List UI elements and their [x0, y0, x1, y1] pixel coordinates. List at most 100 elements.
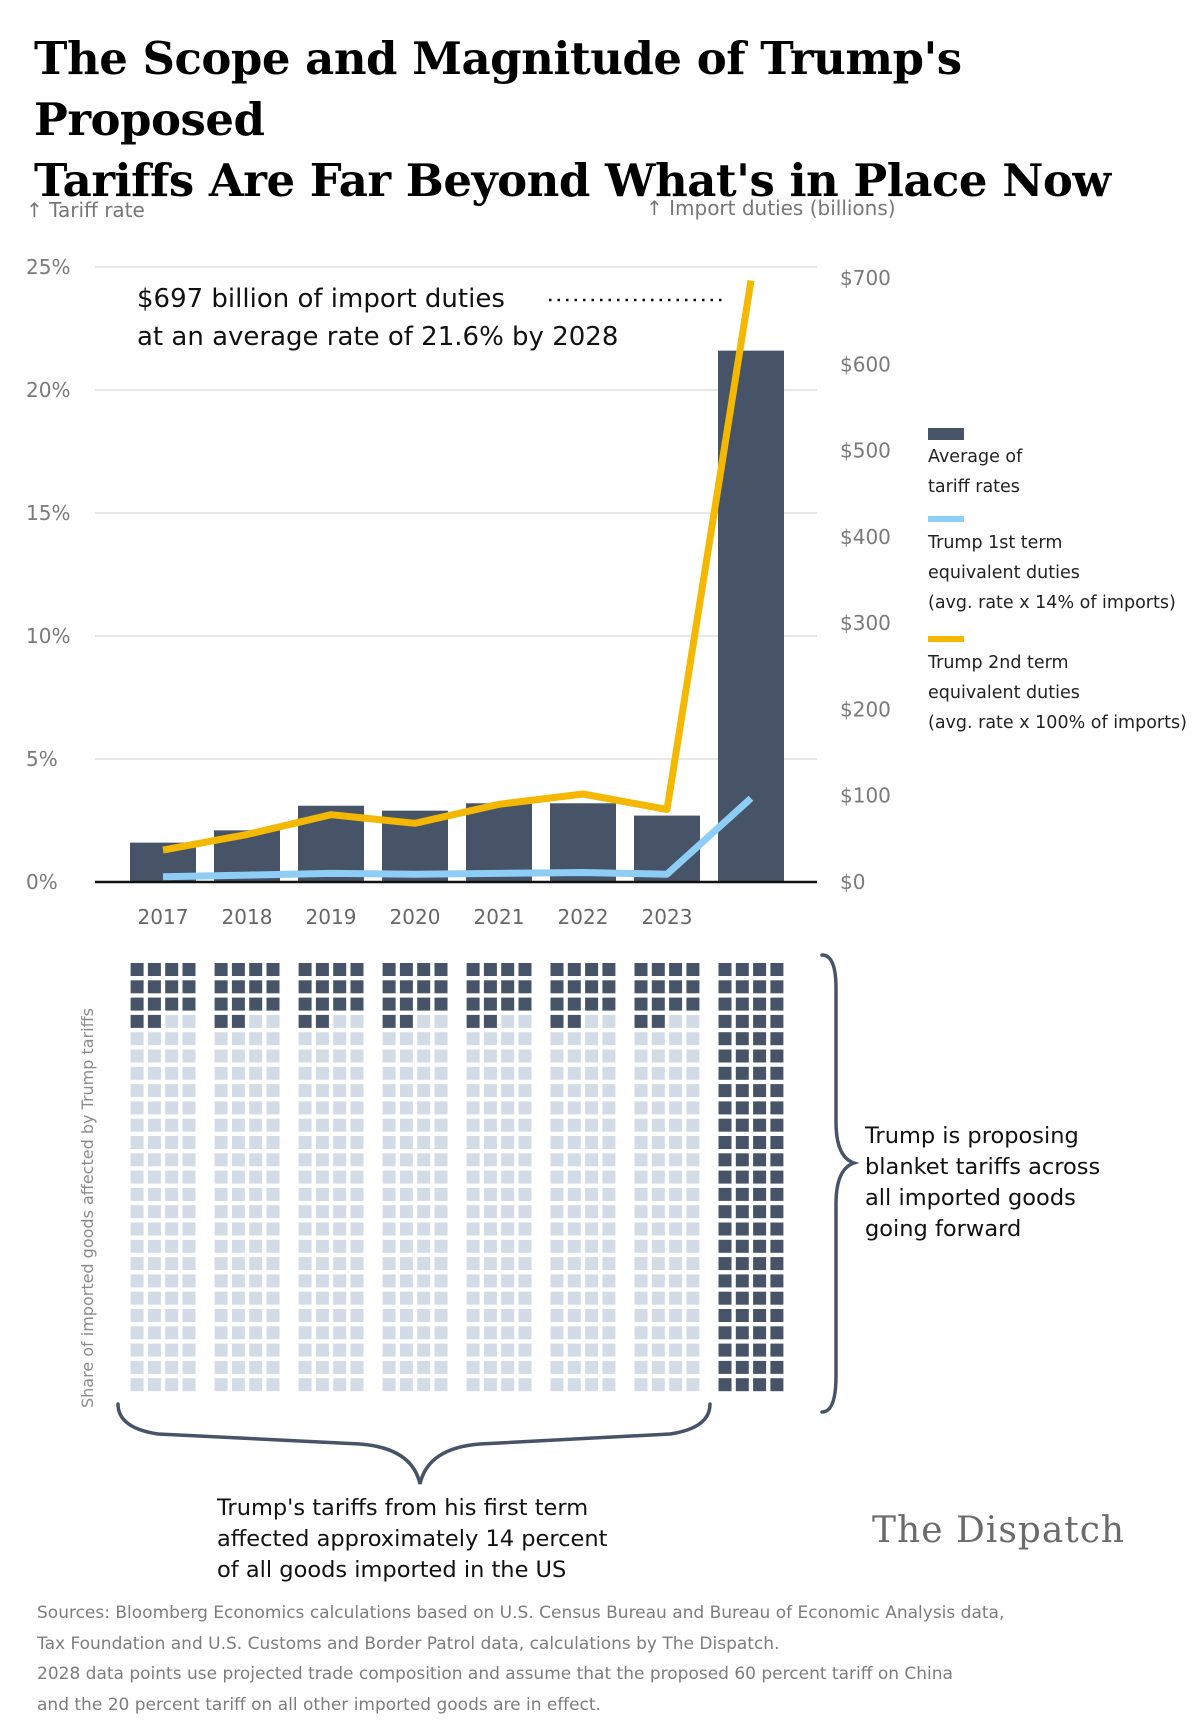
waffle-cell-empty — [382, 1343, 396, 1357]
waffle-cell-empty — [550, 1360, 564, 1374]
waffle-cell-filled — [718, 1257, 732, 1271]
waffle-cell-empty — [147, 1378, 161, 1392]
waffle-cell-empty — [651, 1066, 665, 1080]
waffle-cell-empty — [602, 1274, 616, 1288]
waffle-cell-empty — [249, 1309, 263, 1322]
waffle-cell-empty — [182, 1291, 196, 1305]
waffle-cell-empty — [669, 1378, 683, 1392]
waffle-cell-empty — [567, 1291, 581, 1305]
waffle-cell-empty — [585, 1187, 599, 1201]
waffle-cell-empty — [350, 1257, 364, 1271]
waffle-cell-empty — [669, 1257, 683, 1271]
waffle-cell-empty — [249, 1239, 263, 1253]
waffle-cell-filled — [753, 1360, 767, 1374]
waffle-cell-empty — [130, 1326, 144, 1340]
waffle-cell-empty — [669, 1101, 683, 1115]
waffle-cell-filled — [753, 1049, 767, 1063]
waffle-cell-empty — [669, 1118, 683, 1132]
waffle-cell-empty — [434, 1136, 448, 1149]
right-brace-line-3: all imported goods — [865, 1185, 1076, 1211]
waffle-cell-empty — [550, 1326, 564, 1340]
waffle-cell-empty — [651, 1170, 665, 1184]
legend-label-line: Trump 2nd term — [927, 653, 1069, 673]
waffle-cell-empty — [686, 1205, 700, 1219]
waffle-cell-filled — [634, 963, 648, 976]
waffle-cell-empty — [602, 1360, 616, 1374]
waffle-cell-empty — [266, 1309, 280, 1322]
waffle-cell-empty — [417, 1066, 431, 1080]
waffle-cell-empty — [686, 1326, 700, 1340]
waffle-cell-filled — [718, 1187, 732, 1201]
x-tick-label: 2022 — [558, 905, 609, 929]
waffle-cell-filled — [382, 963, 396, 976]
waffle-cell-empty — [501, 1136, 515, 1149]
waffle-cell-empty — [214, 1309, 228, 1322]
waffle-cell-empty — [350, 1170, 364, 1184]
waffle-cell-empty — [602, 1118, 616, 1132]
waffle-cell-empty — [483, 1360, 497, 1374]
waffle-cell-filled — [718, 1084, 732, 1098]
waffle-cell-empty — [501, 1343, 515, 1357]
chart-title-line-1: The Scope and Magnitude of Trump's Propo… — [34, 32, 962, 146]
waffle-cell-empty — [266, 1187, 280, 1201]
waffle-cell-filled — [182, 963, 196, 976]
waffle-cell-empty — [399, 1118, 413, 1132]
waffle-cell-empty — [350, 1360, 364, 1374]
legend-label-line: Average of — [928, 447, 1023, 467]
waffle-cell-empty — [382, 1101, 396, 1115]
waffle-cell-filled — [770, 1084, 784, 1098]
waffle-cell-empty — [417, 1205, 431, 1219]
waffle-cell-filled — [770, 1309, 784, 1322]
waffle-cell-filled — [147, 997, 161, 1011]
waffle-cell-empty — [434, 1066, 448, 1080]
waffle-cell-empty — [602, 1084, 616, 1098]
waffle-cell-filled — [214, 997, 228, 1011]
waffle-cell-empty — [266, 1291, 280, 1305]
waffle-cell-empty — [399, 1378, 413, 1392]
waffle-cell-filled — [165, 997, 179, 1011]
waffle-cell-empty — [585, 1291, 599, 1305]
waffle-cell-empty — [214, 1291, 228, 1305]
waffle-cell-empty — [382, 1032, 396, 1046]
waffle-cell-empty — [214, 1326, 228, 1340]
waffle-cell-empty — [182, 1187, 196, 1201]
waffle-cell-empty — [567, 1049, 581, 1063]
waffle-cell-empty — [550, 1205, 564, 1219]
waffle-cell-filled — [434, 963, 448, 976]
waffle-cell-filled — [266, 963, 280, 976]
waffle-cell-empty — [315, 1084, 329, 1098]
waffle-cell-empty — [466, 1170, 480, 1184]
waffle-cell-empty — [602, 1066, 616, 1080]
waffle-cell-filled — [718, 1014, 732, 1028]
waffle-cell-filled — [718, 1274, 732, 1288]
waffle-cell-filled — [466, 997, 480, 1011]
waffle-cell-empty — [231, 1239, 245, 1253]
waffle-cell-empty — [686, 1343, 700, 1357]
waffle-cell-empty — [249, 1187, 263, 1201]
waffle-cell-empty — [417, 1326, 431, 1340]
waffle-cell-empty — [165, 1118, 179, 1132]
waffle-cell-empty — [550, 1257, 564, 1271]
waffle-cell-empty — [602, 1101, 616, 1115]
waffle-cell-empty — [466, 1187, 480, 1201]
waffle-cell-empty — [501, 1066, 515, 1080]
waffle-cell-filled — [753, 1309, 767, 1322]
waffle-cell-empty — [686, 1360, 700, 1374]
waffle-cell-empty — [567, 1032, 581, 1046]
waffle-cell-empty — [182, 1049, 196, 1063]
waffle-cell-filled — [266, 997, 280, 1011]
waffle-cell-empty — [417, 1343, 431, 1357]
waffle-cell-empty — [686, 1378, 700, 1392]
waffle-cell-empty — [634, 1049, 648, 1063]
waffle-cell-empty — [298, 1170, 312, 1184]
waffle-cell-empty — [634, 1118, 648, 1132]
waffle-cell-empty — [165, 1014, 179, 1028]
waffle-cell-empty — [130, 1222, 144, 1236]
waffle-cell-filled — [735, 1170, 749, 1184]
waffle-cell-empty — [350, 1066, 364, 1080]
waffle-cell-filled — [434, 980, 448, 994]
waffle-cell-filled — [718, 963, 732, 976]
waffle-cell-filled — [182, 980, 196, 994]
bar-2022 — [550, 803, 616, 882]
waffle-cell-empty — [333, 1118, 347, 1132]
